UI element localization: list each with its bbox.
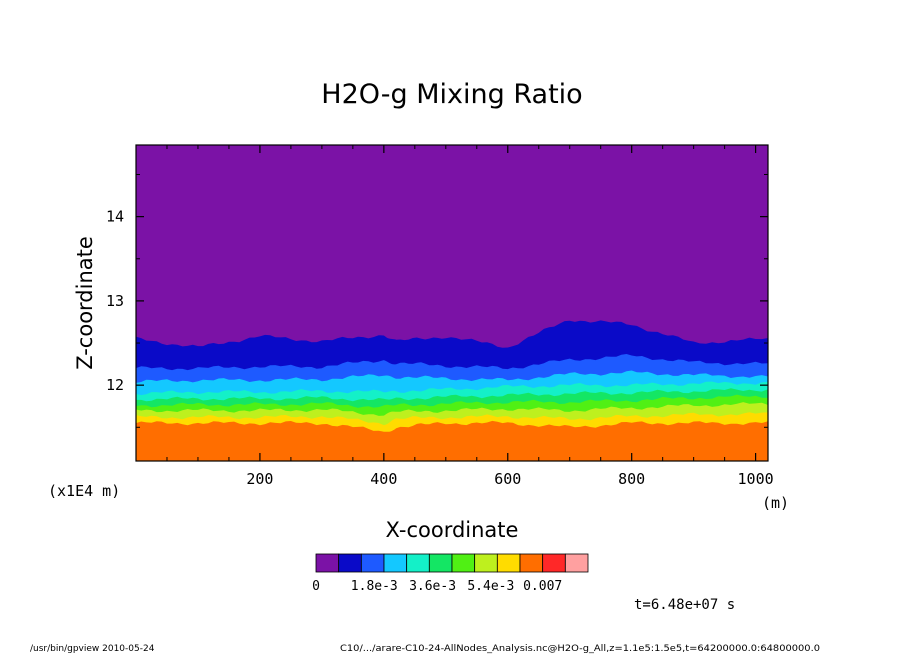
colorbar-tick-label: 0.007	[523, 579, 562, 594]
x-axis: 200 400 600 800 1000	[166, 145, 774, 488]
x-unit-label: (m)	[762, 494, 789, 512]
colorbar-swatch	[360, 553, 385, 573]
y-axis-title: Z-coordinate	[73, 236, 97, 370]
x-tick-label: 600	[494, 470, 521, 488]
footer-left: /usr/bin/gpview 2010-05-24	[30, 644, 155, 654]
colorbar-swatch	[428, 553, 453, 573]
colorbar	[315, 553, 589, 573]
y-unit-label: (x1E4 m)	[48, 482, 120, 500]
chart-title: H2O-g Mixing Ratio	[321, 79, 582, 110]
contour-band-0	[136, 420, 768, 461]
colorbar-swatch	[315, 553, 340, 573]
colorbar-swatch	[406, 553, 430, 573]
colorbar-swatch	[519, 553, 544, 573]
colorbar-swatch	[564, 553, 589, 573]
y-tick-label: 12	[106, 376, 124, 394]
x-tick-label: 800	[618, 470, 645, 488]
x-tick-label: 1000	[738, 470, 774, 488]
footer-right: C10/.../arare-C10-24-AllNodes_Analysis.n…	[340, 644, 820, 654]
colorbar-labels: 0 1.8e-3 3.6e-3 5.4e-3 0.007	[312, 579, 562, 594]
colorbar-swatch	[383, 553, 408, 573]
y-tick-label: 14	[106, 208, 124, 226]
colorbar-tick-label: 1.8e-3	[351, 579, 398, 594]
time-label: t=6.48e+07 s	[634, 597, 735, 613]
colorbar-swatch	[474, 553, 498, 573]
colorbar-tick-label: 3.6e-3	[409, 579, 456, 594]
x-tick-label: 200	[246, 470, 273, 488]
colorbar-swatch	[542, 553, 566, 573]
colorbar-swatch	[451, 553, 476, 573]
x-axis-title: X-coordinate	[386, 518, 519, 542]
y-tick-label: 13	[106, 292, 124, 310]
x-tick-label: 400	[370, 470, 397, 488]
colorbar-swatch	[338, 553, 362, 573]
plot-area	[136, 145, 768, 461]
plot-frame	[135, 144, 769, 462]
colorbar-tick-label: 5.4e-3	[467, 579, 514, 594]
y-axis: 12 13 14	[106, 173, 768, 428]
colorbar-tick-label: 0	[312, 579, 320, 594]
colorbar-swatch	[496, 553, 521, 573]
